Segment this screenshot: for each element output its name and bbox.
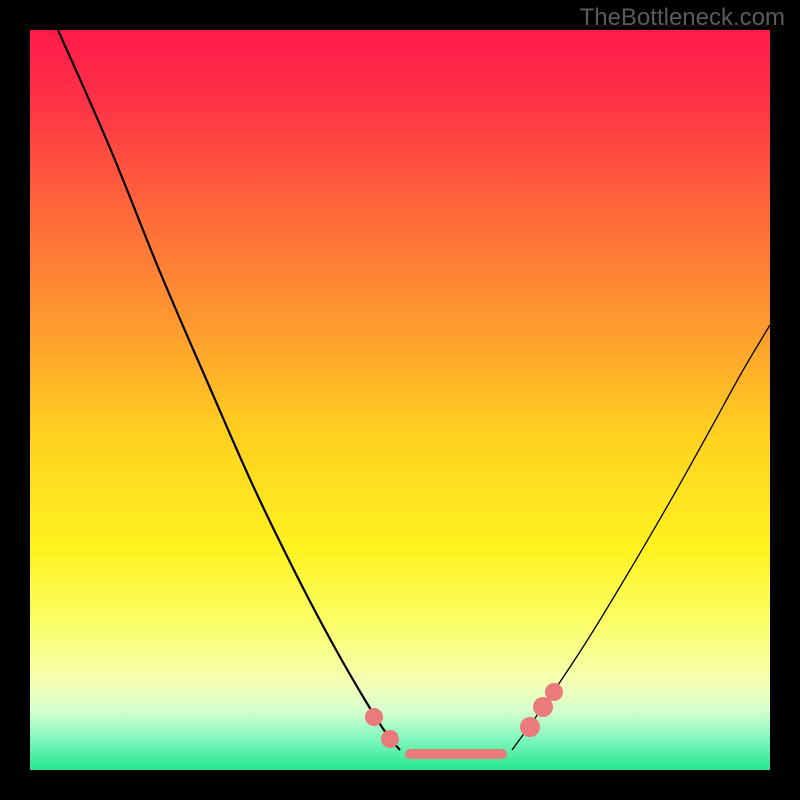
marker-dot (545, 683, 563, 701)
frame-left (0, 0, 30, 800)
frame-right (770, 0, 800, 800)
curves-layer (0, 0, 800, 800)
marker-dot (520, 717, 540, 737)
watermark-text: TheBottleneck.com (580, 4, 785, 32)
marker-dot (381, 730, 399, 748)
chart-stage: TheBottleneck.com (0, 0, 800, 800)
marker-dot (365, 708, 383, 726)
markers-group (365, 683, 563, 748)
frame-bottom (0, 770, 800, 800)
left-curve (58, 30, 400, 750)
